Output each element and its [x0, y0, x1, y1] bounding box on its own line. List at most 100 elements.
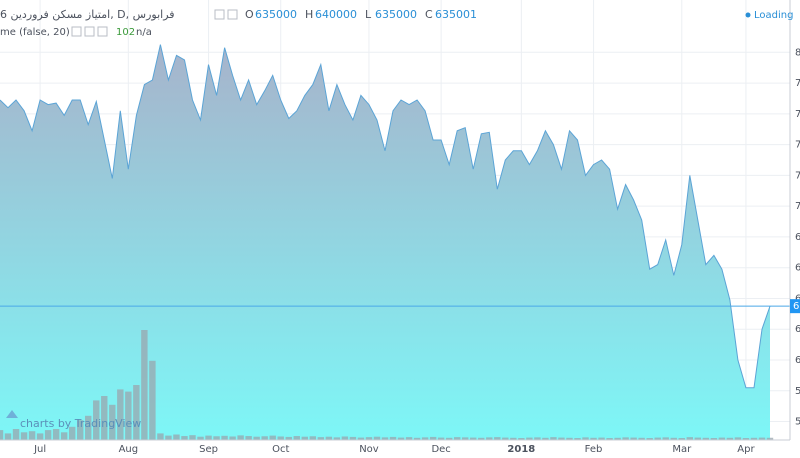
x-tick-label: Jul: [33, 444, 46, 455]
volume-bar: [558, 437, 565, 440]
volume-bar: [157, 433, 164, 440]
ohlc-value: 635000: [255, 8, 297, 21]
volume-bar: [758, 437, 766, 440]
volume-bar: [397, 437, 405, 440]
x-tick-label: Mar: [672, 444, 692, 455]
volume-bar: [766, 437, 774, 440]
volume-bar: [702, 437, 710, 440]
volume-bar: [20, 432, 28, 440]
volume-bar: [173, 434, 180, 440]
volume-bar: [28, 431, 36, 440]
volume-bar: [149, 360, 156, 440]
volume-bar: [510, 437, 517, 440]
volume-bar: [534, 437, 541, 440]
volume-bar: [341, 436, 349, 440]
volume-bar: [245, 436, 252, 440]
volume-bar: [229, 436, 236, 440]
ohlc-label: H: [305, 8, 313, 21]
volume-bar: [269, 435, 276, 440]
ohlc-label: C: [425, 8, 433, 21]
volume-bar: [566, 437, 573, 440]
volume-bar: [141, 330, 148, 440]
volume-bar: [4, 433, 12, 440]
price-label-box: [790, 299, 800, 314]
volume-bar: [453, 437, 461, 440]
y-tick-label: 7: [795, 170, 800, 181]
volume-bar: [630, 437, 637, 440]
volume-bar: [670, 437, 677, 440]
icon[interactable]: [71, 26, 82, 37]
y-tick-label: 6: [795, 355, 800, 366]
ohlc-value: 635000: [375, 8, 417, 21]
volume-bar: [60, 432, 68, 440]
volume-bar: [445, 437, 453, 440]
volume-bar: [381, 437, 389, 440]
volume-bar: [405, 437, 413, 440]
volume-bar: [181, 436, 188, 440]
volume-bar: [726, 437, 734, 440]
volume-bar: [662, 437, 669, 440]
status: Loading: [754, 10, 793, 21]
icon[interactable]: [97, 26, 108, 37]
volume-bar: [486, 437, 493, 440]
volume-bar: [221, 435, 228, 440]
volume-bar: [502, 437, 509, 440]
volume-bar: [277, 436, 284, 440]
ohlc: O 635000 H 640000 L 635000 C 635001: [245, 8, 477, 21]
icon[interactable]: [227, 9, 238, 20]
x-tick-label: Dec: [431, 444, 450, 455]
y-tick-label: 6: [795, 293, 800, 304]
x-tick-label: Nov: [359, 444, 379, 455]
volume-bar: [349, 436, 357, 440]
volume-bar: [85, 415, 92, 440]
volume-bar: [12, 429, 20, 440]
volume-bar: [638, 437, 645, 440]
volume-bar: [606, 438, 613, 440]
volume-bar: [317, 437, 325, 440]
volume-bar: [646, 438, 653, 440]
volume-bar: [413, 437, 421, 440]
watermark: charts by TradingView: [20, 417, 141, 430]
volume-bar: [710, 438, 718, 440]
x-tick-label: Feb: [585, 444, 603, 455]
volume-bar: [165, 435, 172, 440]
volume-bar: [213, 436, 220, 440]
icon[interactable]: [84, 26, 95, 37]
volume-bar: [293, 436, 300, 440]
volume-bar: [598, 437, 605, 440]
volume-bar: [654, 437, 661, 440]
volume-bar: [68, 426, 76, 440]
volume-bar: [686, 437, 693, 440]
status-dot: [745, 12, 751, 18]
volume-bar: [0, 430, 4, 440]
volume-bar: [125, 391, 132, 440]
volume-bar: [253, 436, 260, 440]
volume-bar: [574, 438, 581, 440]
price-label: 6: [793, 301, 799, 312]
ohlc-value: 635001: [435, 8, 477, 21]
volume-bar: [357, 437, 365, 440]
volume-bar: [36, 433, 44, 440]
volume-bar: [189, 435, 196, 440]
chart-title: امتیاز مسکن فروردین 6, D, فرابورس: [0, 8, 175, 21]
volume-bar: [678, 438, 685, 440]
watermark-logo: [6, 410, 18, 418]
ohlc-label: O: [245, 8, 254, 21]
y-tick-label: 6: [795, 263, 800, 274]
volume-bar: [550, 437, 557, 440]
volume-bar: [694, 437, 702, 440]
volume-bar: [373, 436, 381, 440]
volume-bar: [44, 430, 52, 440]
volume-bar: [101, 396, 108, 440]
volume-bar: [494, 437, 501, 440]
volume-bar: [301, 436, 308, 440]
volume-bar: [582, 437, 589, 440]
x-tick-label: Sep: [199, 444, 218, 455]
price-line: [0, 44, 771, 389]
volume-bar: [309, 436, 317, 440]
volume-bar: [77, 420, 84, 440]
icon[interactable]: [214, 9, 225, 20]
volume-bar: [437, 437, 445, 440]
y-tick-label: 7: [795, 201, 800, 212]
